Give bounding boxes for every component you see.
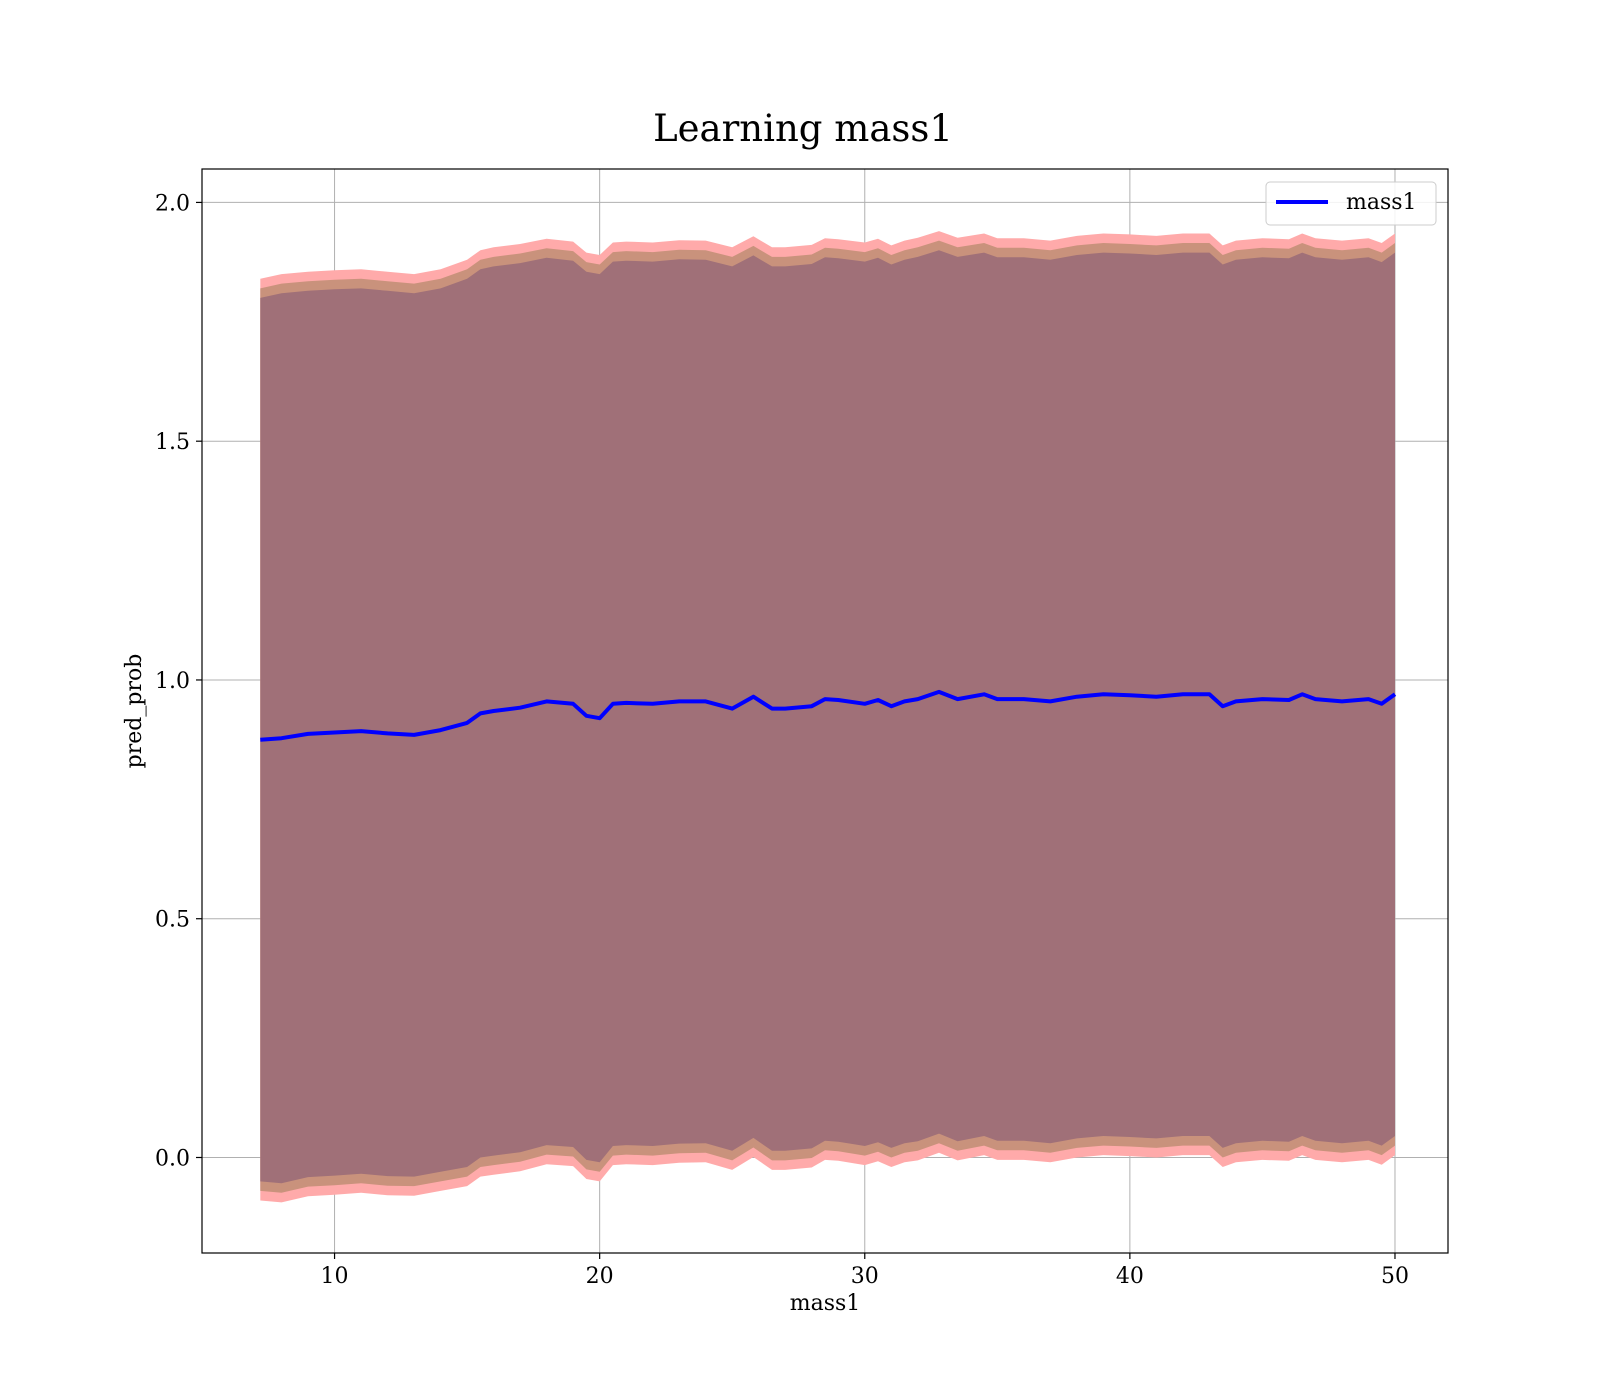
y-tick-label: 1.5 [155, 430, 190, 455]
confidence-band-inner [260, 250, 1395, 1184]
legend: mass1 [1265, 181, 1437, 226]
x-tick-label: 20 [586, 1264, 614, 1289]
legend-label: mass1 [1346, 190, 1417, 215]
y-tick-label: 2.0 [155, 191, 190, 216]
x-tick-label: 10 [321, 1264, 349, 1289]
x-tick-label: 30 [851, 1264, 879, 1289]
y-tick-label: 1.0 [155, 669, 190, 694]
x-axis-label: mass1 [790, 1291, 861, 1316]
legend-box [1265, 181, 1437, 226]
x-tick-label: 40 [1116, 1264, 1144, 1289]
y-tick-label: 0.0 [155, 1146, 190, 1171]
confidence-bands [260, 231, 1395, 1203]
series-line-mass1 [260, 689, 1397, 742]
series-lines [260, 689, 1397, 742]
y-ticks: 0.0 0.5 1.0 1.5 2.0 [155, 191, 202, 1171]
x-tick-label: 50 [1381, 1264, 1409, 1289]
chart-title: Learning mass1 [653, 107, 953, 150]
plot-frame [201, 168, 1449, 1254]
y-tick-label: 0.5 [155, 908, 190, 933]
x-ticks: 10 20 30 40 50 [321, 1253, 1409, 1289]
y-axis-label: pred_prob [122, 654, 147, 769]
